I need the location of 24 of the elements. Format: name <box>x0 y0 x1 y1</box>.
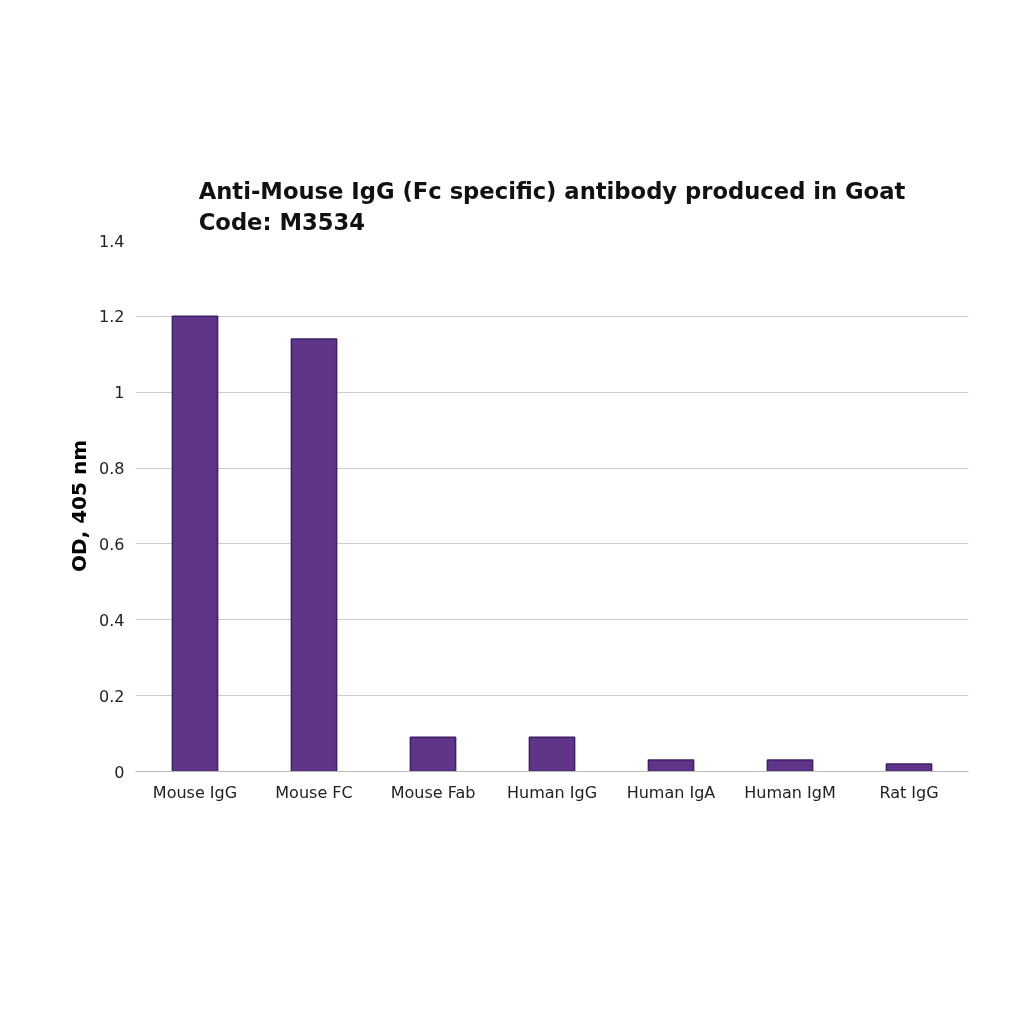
y-tick-label: 0.8 <box>99 459 125 479</box>
x-tick-label: Mouse IgG <box>152 782 238 802</box>
y-tick-label: 0 <box>114 762 125 782</box>
x-tick-label: Mouse Fab <box>390 782 476 802</box>
x-tick-label: Human IgG <box>506 782 598 802</box>
x-tick-label: Rat IgG <box>879 782 939 802</box>
bar <box>528 736 576 772</box>
x-tick-label: Mouse FC <box>275 782 353 802</box>
x-tick-label: Human IgA <box>626 782 716 802</box>
bar <box>885 763 933 772</box>
y-tick-label: 0.2 <box>99 686 125 706</box>
chart-title: Anti-Mouse IgG (Fc specific) antibody produced in Goat Code: M3534 <box>198 178 906 236</box>
y-tick-label: 1.4 <box>99 231 125 251</box>
y-tick-label: 1.2 <box>99 307 125 327</box>
bar <box>171 315 219 772</box>
bar <box>647 759 695 772</box>
bar <box>409 736 457 772</box>
y-tick-label: 0.4 <box>99 610 125 630</box>
y-axis-title: OD, 405 nm <box>67 440 92 572</box>
y-tick-label: 1 <box>114 383 125 403</box>
x-tick-label: Human IgM <box>744 782 836 802</box>
y-tick-label: 0.6 <box>99 534 125 554</box>
bar <box>766 759 814 772</box>
bar <box>290 338 338 772</box>
